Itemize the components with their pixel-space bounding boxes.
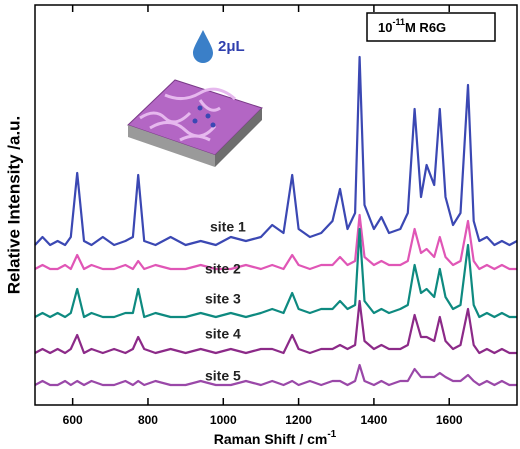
series-label: site 2 [205, 261, 241, 277]
x-tick-label: 1400 [361, 413, 388, 427]
x-axis-title-exponent: -1 [327, 429, 336, 440]
x-tick-label: 1000 [210, 413, 237, 427]
x-tick-label: 600 [63, 413, 83, 427]
x-tick-label: 1600 [436, 413, 463, 427]
label-box-text: 10-11M R6G [378, 17, 446, 35]
label-box [366, 12, 496, 42]
label-text: M R6G [405, 20, 446, 35]
series-label: site 1 [210, 219, 246, 235]
inset-substrate [127, 79, 263, 167]
y-axis-title: Relative Intensity /a.u. [4, 116, 23, 295]
droplet [193, 30, 213, 63]
x-axis-title: Raman Shift / cm-1 [214, 429, 337, 447]
x-axis-title-text: Raman Shift / cm [214, 431, 328, 447]
x-tick-label: 800 [138, 413, 158, 427]
spectrum-line [34, 363, 517, 387]
spectrum-line [34, 299, 517, 355]
spectrum-line [34, 55, 518, 247]
inset-label: 2μL [218, 38, 245, 55]
series-label: site 3 [205, 291, 241, 307]
series-label: site 4 [205, 326, 241, 342]
spectrum-line [34, 227, 517, 319]
spectrum-line [34, 213, 517, 271]
x-tick-label: 1200 [285, 413, 312, 427]
series-label: site 5 [205, 368, 241, 384]
label-base: 10 [378, 20, 392, 35]
plot-frame [34, 4, 518, 406]
label-exponent: -11 [392, 17, 405, 27]
